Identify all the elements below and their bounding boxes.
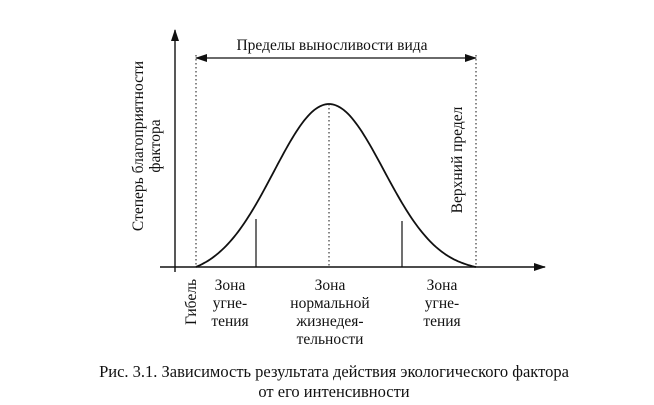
bell-curve <box>195 103 477 268</box>
zone-left-line: тения <box>211 313 248 330</box>
zone-right-line: Зона <box>427 277 458 294</box>
zone-left-label: Зона угне- тения <box>211 277 248 330</box>
zone-center-line: тельности <box>297 331 364 348</box>
figure-caption-line2: от его интенсивности <box>258 382 409 401</box>
death-label: Гибель <box>183 279 200 325</box>
zone-left-line: угне- <box>213 295 247 312</box>
tolerance-range-label: Пределы выносливости вида <box>236 37 427 54</box>
zone-center-label: Зона нормальной жизнедея- тельности <box>290 277 369 348</box>
zone-right-line: угне- <box>425 295 459 312</box>
zone-center-line: жизнедея- <box>295 313 363 330</box>
zone-center-line: Зона <box>315 277 346 294</box>
zone-center-line: нормальной <box>290 295 369 312</box>
upper-limit-label: Верхний предел <box>449 106 466 213</box>
y-axis-label-continuation: фактора <box>147 119 164 172</box>
zone-right-line: тения <box>423 313 460 330</box>
y-axis-label: Степерь благоприятности <box>130 61 147 231</box>
zone-right-label: Зона угне- тения <box>423 277 460 330</box>
figure-caption: Рис. 3.1. Зависимость результата действи… <box>99 362 569 381</box>
zone-left-line: Зона <box>215 277 246 294</box>
